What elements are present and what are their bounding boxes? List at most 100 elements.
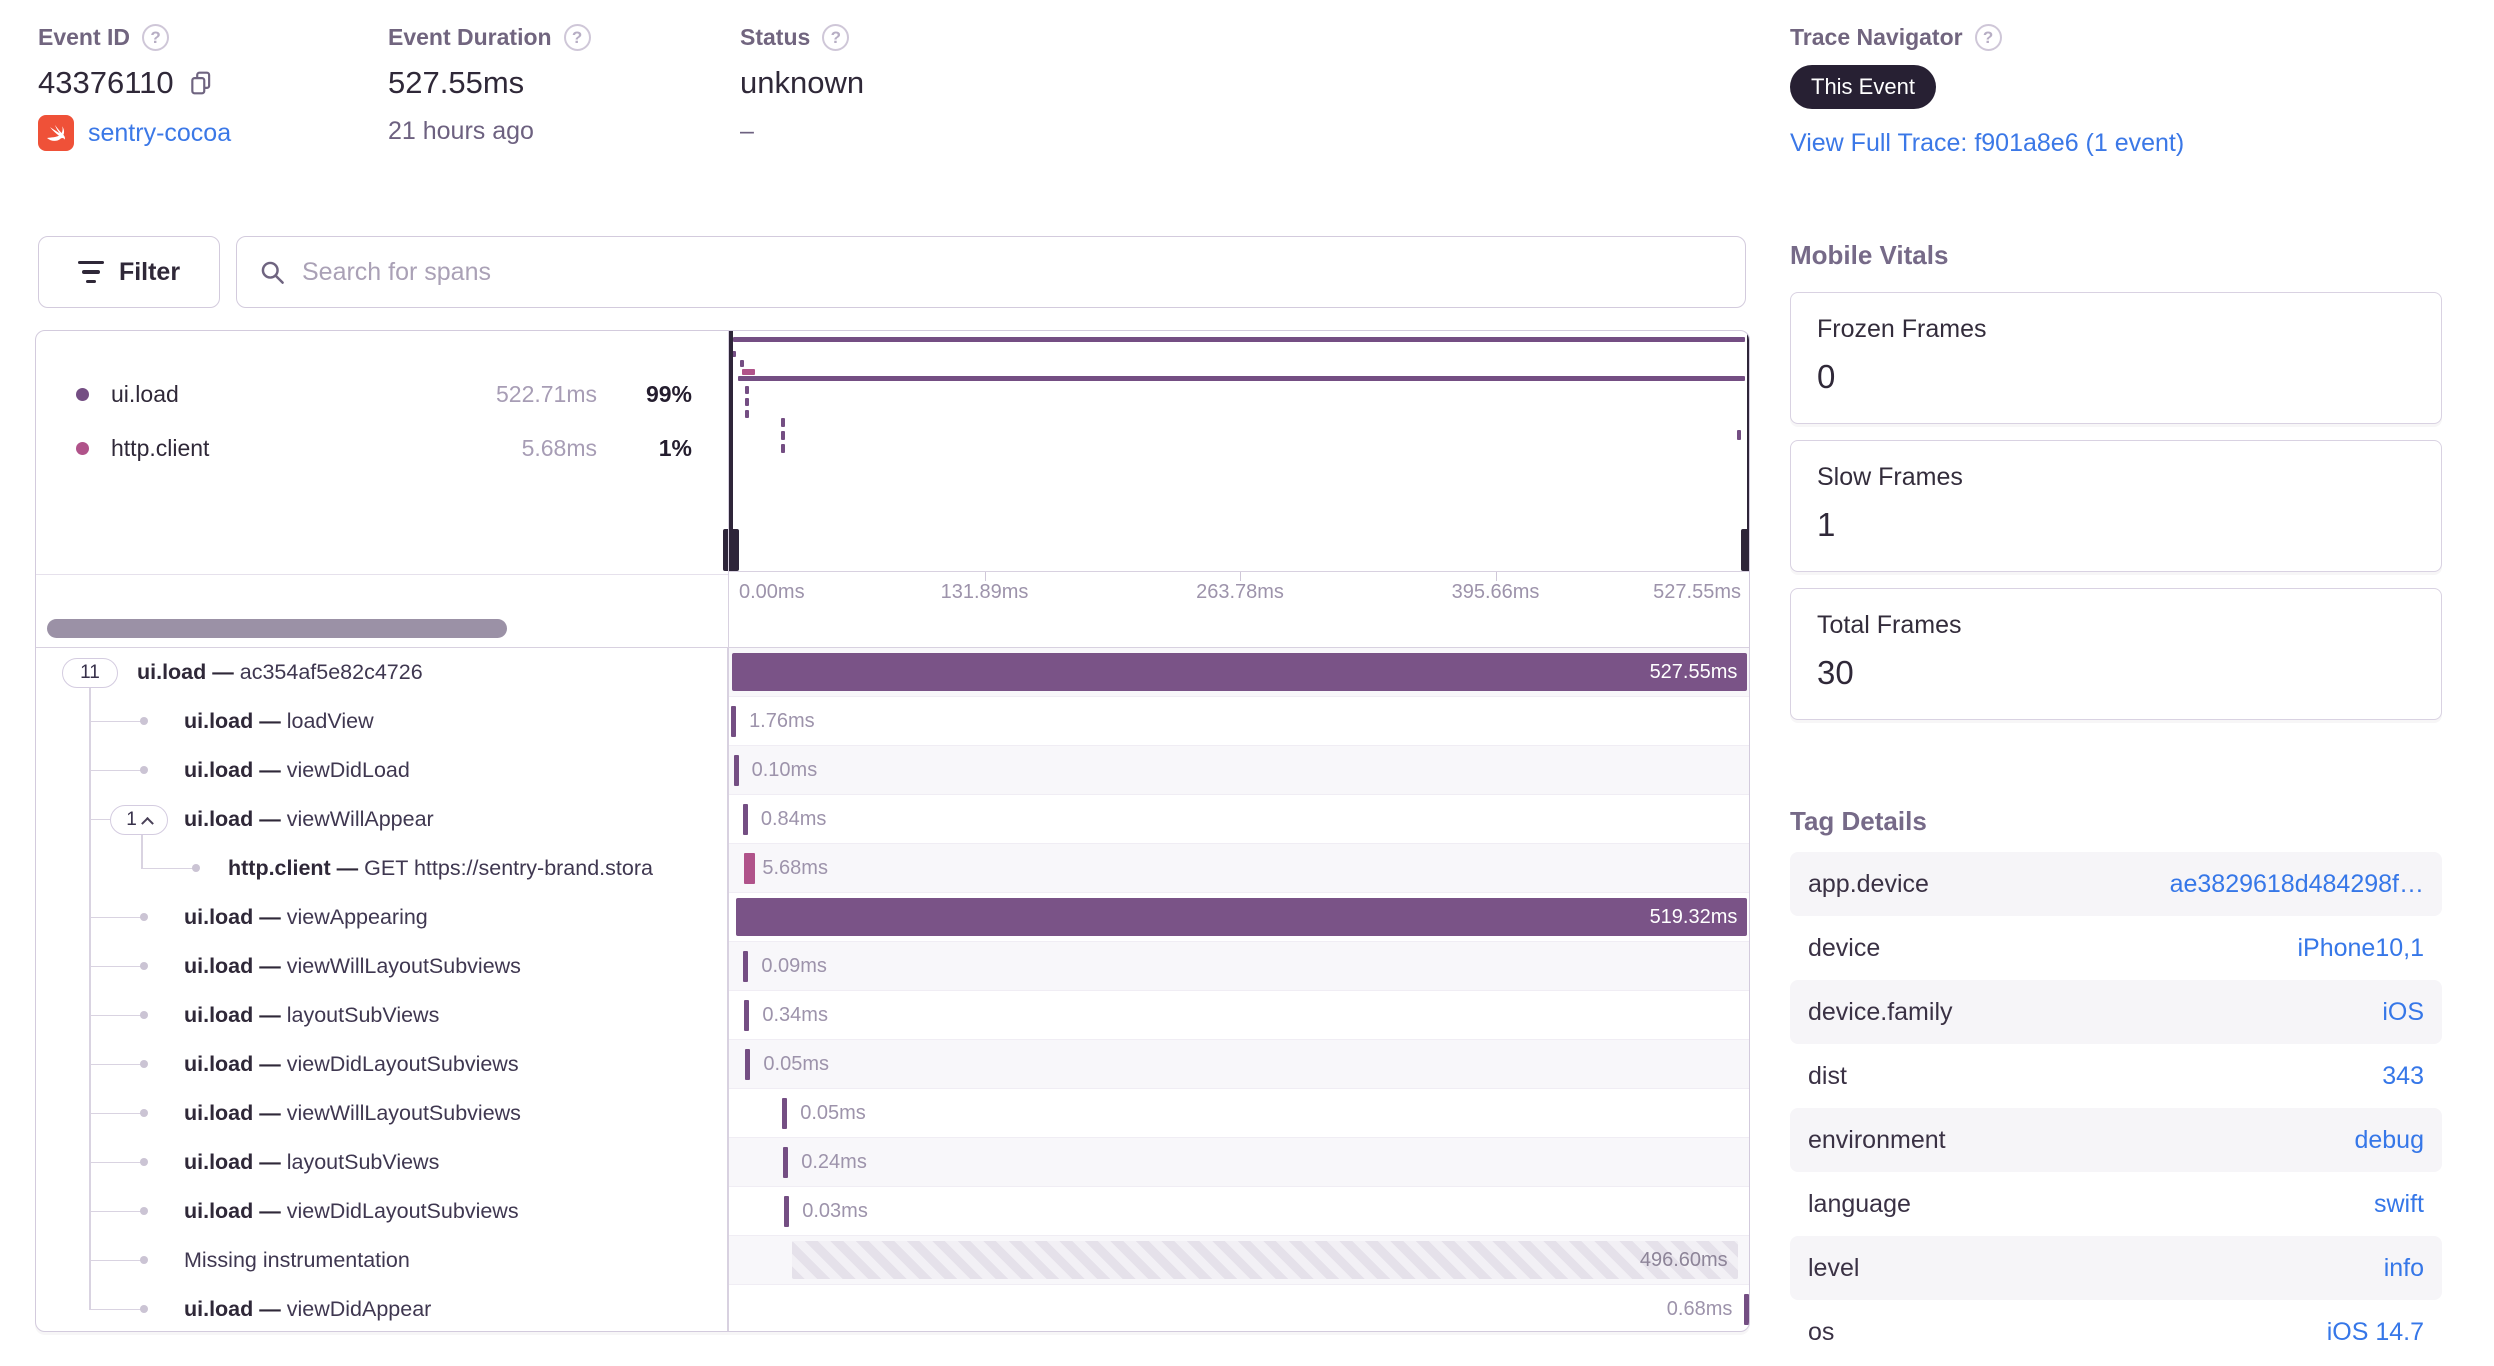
view-full-trace-link[interactable]: View Full Trace: f901a8e6 (1 event) <box>1790 129 2185 157</box>
span-duration-tick[interactable] <box>745 1049 751 1080</box>
span-row[interactable]: ui.load — viewDidLayoutSubviews 0.05ms <box>36 1040 1749 1089</box>
tag-value-link[interactable]: iOS <box>2382 997 2424 1026</box>
tree-scrollbar-thumb[interactable] <box>47 619 507 638</box>
span-tree-cell[interactable]: ui.load — viewWillLayoutSubviews <box>36 1089 728 1138</box>
span-waterfall-cell[interactable]: 0.09ms <box>728 942 1749 991</box>
span-tree-cell[interactable]: ui.load — viewWillLayoutSubviews <box>36 942 728 991</box>
event-duration-value: 527.55ms <box>388 65 525 100</box>
span-tree-cell[interactable]: http.client — GET https://sentry-brand.s… <box>36 844 728 893</box>
span-waterfall-cell[interactable]: 5.68ms <box>728 844 1749 893</box>
tree-node-dot <box>140 717 148 725</box>
span-tree-cell[interactable]: ui.load — layoutSubViews <box>36 991 728 1040</box>
tree-waterfall-divider[interactable] <box>728 331 729 1331</box>
tag-key: language <box>1808 1189 1911 1218</box>
span-waterfall-cell[interactable]: 0.24ms <box>728 1138 1749 1187</box>
span-duration-label: 0.05ms <box>800 1102 866 1124</box>
span-tree-cell[interactable]: ui.load — loadView <box>36 697 728 746</box>
span-count-pill[interactable]: 11 <box>62 658 118 688</box>
help-icon[interactable]: ? <box>142 24 170 51</box>
tree-node-dot <box>140 1256 148 1264</box>
span-duration-tick[interactable] <box>744 853 756 884</box>
status-sub: – <box>740 117 754 145</box>
span-duration-tick[interactable] <box>744 1000 750 1031</box>
minimap-right-handle[interactable] <box>1741 331 1749 571</box>
tag-row: device.family iOS <box>1790 980 2442 1044</box>
legend-percent: 99% <box>645 380 692 407</box>
span-tree-cell[interactable]: ui.load — viewDidLoad <box>36 746 728 795</box>
filter-button[interactable]: Filter <box>38 236 220 308</box>
span-tree-cell[interactable]: ui.load — viewDidLayoutSubviews <box>36 1187 728 1236</box>
span-tree-label: ui.load — viewDidLoad <box>184 758 410 782</box>
span-row[interactable]: http.client — GET https://sentry-brand.s… <box>36 844 1749 893</box>
span-count-pill-label: 1 <box>126 809 137 830</box>
span-tree-cell[interactable]: 11 ui.load — ac354af5e82c4726 <box>36 648 728 697</box>
span-duration-label: 1.76ms <box>749 710 815 732</box>
span-duration-tick[interactable] <box>731 706 737 737</box>
span-waterfall-cell[interactable]: 496.60ms <box>728 1236 1749 1285</box>
tag-value-link[interactable]: info <box>2383 1253 2424 1282</box>
span-tree-cell[interactable]: ui.load — layoutSubViews <box>36 1138 728 1187</box>
span-row[interactable]: ui.load — viewWillLayoutSubviews 0.09ms <box>36 942 1749 991</box>
span-waterfall-cell[interactable]: 527.55ms <box>728 648 1749 697</box>
span-tree-cell[interactable]: ui.load — viewAppearing <box>36 893 728 942</box>
span-waterfall-cell[interactable]: 0.10ms <box>728 746 1749 795</box>
span-duration-tick[interactable] <box>783 1147 789 1178</box>
span-waterfall-cell[interactable]: 0.84ms <box>728 795 1749 844</box>
axis-tick <box>1495 572 1497 581</box>
span-duration-tick[interactable] <box>743 951 749 982</box>
copy-icon[interactable] <box>188 70 214 96</box>
minimap-left-handle[interactable] <box>723 331 739 571</box>
span-waterfall-cell[interactable]: 0.68ms <box>728 1285 1749 1331</box>
tree-connector-line <box>89 1285 91 1310</box>
span-duration-tick[interactable] <box>1744 1294 1749 1325</box>
span-row[interactable]: Missing instrumentation 496.60ms <box>36 1236 1749 1285</box>
span-row[interactable]: ui.load — viewAppearing 519.32ms <box>36 893 1749 942</box>
span-duration-bar[interactable]: 527.55ms <box>731 653 1748 691</box>
span-tree-label: ui.load — viewWillLayoutSubviews <box>184 954 521 978</box>
tag-value-link[interactable]: ae3829618d484298f… <box>2169 869 2424 898</box>
vital-card: Slow Frames 1 <box>1790 440 2442 572</box>
span-duration-tick[interactable] <box>742 804 748 835</box>
tag-value-link[interactable]: 343 <box>2382 1061 2424 1090</box>
span-waterfall-cell[interactable]: 1.76ms <box>728 697 1749 746</box>
span-waterfall-cell[interactable]: 0.05ms <box>728 1089 1749 1138</box>
tag-value-link[interactable]: iOS 14.7 <box>2326 1317 2424 1346</box>
span-duration-tick[interactable] <box>784 1196 790 1227</box>
span-count-pill[interactable]: 1 <box>110 805 168 835</box>
span-duration-label: 0.24ms <box>801 1151 867 1173</box>
span-row[interactable]: ui.load — loadView 1.76ms <box>36 697 1749 746</box>
vital-card-value: 1 <box>1817 506 1836 543</box>
span-tree-label: ui.load — viewWillLayoutSubviews <box>184 1101 521 1125</box>
span-row[interactable]: ui.load — layoutSubViews 0.24ms <box>36 1138 1749 1187</box>
tag-value-link[interactable]: debug <box>2354 1125 2424 1154</box>
span-waterfall-cell[interactable]: 519.32ms <box>728 893 1749 942</box>
span-row[interactable]: ui.load — viewWillLayoutSubviews 0.05ms <box>36 1089 1749 1138</box>
span-waterfall-cell[interactable]: 0.34ms <box>728 991 1749 1040</box>
missing-instrumentation-bar[interactable]: 496.60ms <box>792 1241 1738 1279</box>
project-link[interactable]: sentry-cocoa <box>88 118 232 147</box>
span-row[interactable]: 11 ui.load — ac354af5e82c4726 527.55ms <box>36 648 1749 697</box>
help-icon[interactable]: ? <box>1974 24 2002 51</box>
span-row[interactable]: 1 ui.load — viewWillAppear 0.84ms <box>36 795 1749 844</box>
span-row[interactable]: ui.load — viewDidAppear 0.68ms <box>36 1285 1749 1331</box>
span-row[interactable]: ui.load — viewDidLayoutSubviews 0.03ms <box>36 1187 1749 1236</box>
tree-node-dot <box>140 766 148 774</box>
span-waterfall-cell[interactable]: 0.05ms <box>728 1040 1749 1089</box>
span-row[interactable]: ui.load — layoutSubViews 0.34ms <box>36 991 1749 1040</box>
help-icon[interactable]: ? <box>563 24 591 51</box>
search-input[interactable] <box>302 257 1723 287</box>
span-waterfall-cell[interactable]: 0.03ms <box>728 1187 1749 1236</box>
tag-value-link[interactable]: iPhone10,1 <box>2297 933 2424 962</box>
status-block: Status ? unknown – <box>740 24 864 146</box>
span-row[interactable]: ui.load — viewDidLoad 0.10ms <box>36 746 1749 795</box>
span-tree-cell[interactable]: ui.load — viewDidAppear <box>36 1285 728 1331</box>
span-tree-cell[interactable]: 1 ui.load — viewWillAppear <box>36 795 728 844</box>
help-icon[interactable]: ? <box>822 24 850 51</box>
span-duration-tick[interactable] <box>733 755 739 786</box>
span-tree-cell[interactable]: ui.load — viewDidLayoutSubviews <box>36 1040 728 1089</box>
span-tree-label: ui.load — viewWillAppear <box>184 807 434 831</box>
span-tree-cell[interactable]: Missing instrumentation <box>36 1236 728 1285</box>
span-duration-bar[interactable]: 519.32ms <box>736 898 1748 936</box>
span-duration-tick[interactable] <box>782 1098 788 1129</box>
tag-value-link[interactable]: swift <box>2374 1189 2424 1218</box>
